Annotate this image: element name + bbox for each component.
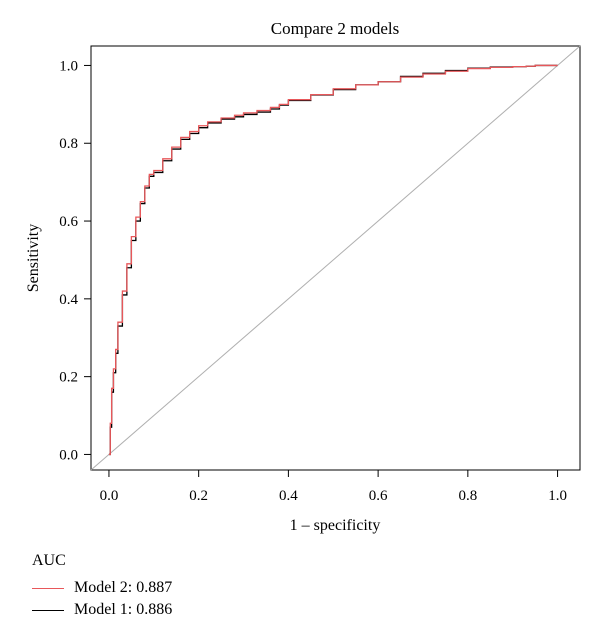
x-tick-label: 0.4: [279, 488, 298, 504]
x-axis-label: 1 – specificity: [290, 517, 381, 534]
series-line-2: [108, 64, 558, 456]
legend-entry: Model 1: 0.886: [32, 599, 172, 621]
legend-swatch: [32, 587, 64, 589]
series-layer: [108, 64, 558, 456]
legend-entry: Model 2: 0.887: [32, 577, 172, 599]
roc-chart: Compare 2 models 0.0 0.2 0.4 0.6 0.8 1.0 0.00…: [25, 19, 581, 534]
x-tick-label: 0.6: [369, 488, 388, 504]
chart-title: Compare 2 models: [271, 19, 399, 38]
x-tick-label: 0.8: [458, 488, 477, 504]
y-tick-label: 1.0: [59, 58, 78, 74]
legend-swatch: [32, 609, 64, 611]
x-tick-label: 1.0: [548, 488, 567, 504]
legend-label: Model 1: 0.886: [74, 601, 173, 618]
x-tick-label: 0.2: [189, 488, 208, 504]
x-tick-label: 0.0: [100, 488, 119, 504]
y-tick-label: 0.6: [59, 214, 78, 230]
legend-entries: Model 2: 0.887 Model 1: 0.886: [32, 577, 172, 621]
y-tick-label: 0.0: [59, 447, 78, 463]
x-axis: 0.0 0.2 0.4 0.6 0.8 1.0: [100, 470, 567, 504]
y-tick-label: 0.4: [59, 292, 78, 308]
y-tick-label: 0.8: [59, 136, 78, 152]
plot-frame: [90, 45, 581, 471]
legend-title: AUC: [32, 552, 66, 569]
series-line-1: [108, 64, 558, 456]
y-axis-label: Sensitivity: [25, 224, 42, 292]
y-tick-label: 0.2: [59, 370, 78, 386]
reference-diagonal-line: [90, 45, 581, 471]
legend: AUC Model 2: 0.887 Model 1: 0.886: [32, 552, 172, 621]
legend-label: Model 2: 0.887: [74, 579, 173, 596]
y-axis: 0.0 0.2 0.4 0.6 0.8 1.0: [59, 58, 91, 463]
